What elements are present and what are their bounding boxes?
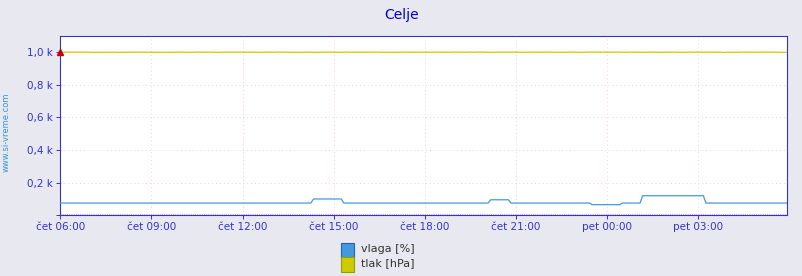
Text: tlak [hPa]: tlak [hPa] bbox=[360, 258, 414, 268]
Text: vlaga [%]: vlaga [%] bbox=[360, 244, 414, 254]
Text: www.si-vreme.com: www.si-vreme.com bbox=[2, 93, 11, 172]
Text: Celje: Celje bbox=[383, 8, 419, 22]
